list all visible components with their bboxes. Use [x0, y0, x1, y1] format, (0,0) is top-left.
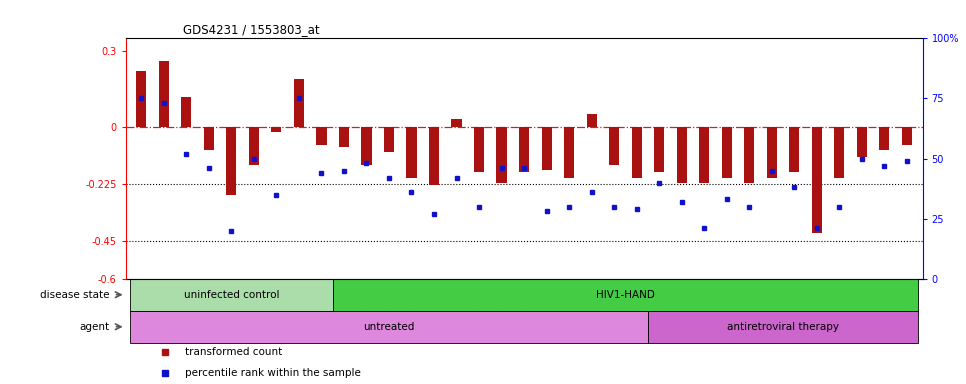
- Text: HIV1-HAND: HIV1-HAND: [596, 290, 655, 300]
- Bar: [767, 127, 777, 177]
- Bar: [835, 127, 844, 177]
- Bar: [497, 127, 506, 182]
- Bar: [361, 127, 372, 165]
- Text: antiretroviral therapy: antiretroviral therapy: [727, 322, 838, 332]
- Text: percentile rank within the sample: percentile rank within the sample: [185, 368, 361, 378]
- Bar: [384, 127, 394, 152]
- Bar: [158, 61, 169, 127]
- Bar: [699, 127, 709, 182]
- Bar: [586, 114, 597, 127]
- Bar: [789, 127, 799, 172]
- Bar: [451, 119, 462, 127]
- Bar: [564, 127, 574, 177]
- Bar: [648, 311, 918, 343]
- Text: agent: agent: [79, 322, 110, 332]
- Text: untreated: untreated: [363, 322, 414, 332]
- Bar: [519, 127, 529, 172]
- Bar: [332, 279, 918, 311]
- Bar: [632, 127, 641, 177]
- Text: GDS4231 / 1553803_at: GDS4231 / 1553803_at: [183, 23, 320, 36]
- Bar: [542, 127, 552, 170]
- Bar: [204, 127, 213, 150]
- Bar: [407, 127, 416, 177]
- Bar: [722, 127, 731, 177]
- Bar: [339, 127, 349, 147]
- Bar: [744, 127, 754, 182]
- Bar: [271, 127, 281, 132]
- Bar: [654, 127, 665, 172]
- Bar: [136, 71, 147, 127]
- Text: disease state: disease state: [41, 290, 110, 300]
- Text: transformed count: transformed count: [185, 347, 283, 357]
- Bar: [182, 97, 191, 127]
- Bar: [317, 127, 327, 145]
- Bar: [130, 311, 648, 343]
- Bar: [474, 127, 484, 172]
- Bar: [857, 127, 867, 157]
- Bar: [901, 127, 912, 145]
- Bar: [226, 127, 237, 195]
- Text: uninfected control: uninfected control: [184, 290, 279, 300]
- Bar: [429, 127, 440, 185]
- Bar: [879, 127, 890, 150]
- Bar: [811, 127, 822, 233]
- Bar: [609, 127, 619, 165]
- Bar: [130, 279, 332, 311]
- Bar: [294, 79, 304, 127]
- Bar: [676, 127, 687, 182]
- Bar: [249, 127, 259, 165]
